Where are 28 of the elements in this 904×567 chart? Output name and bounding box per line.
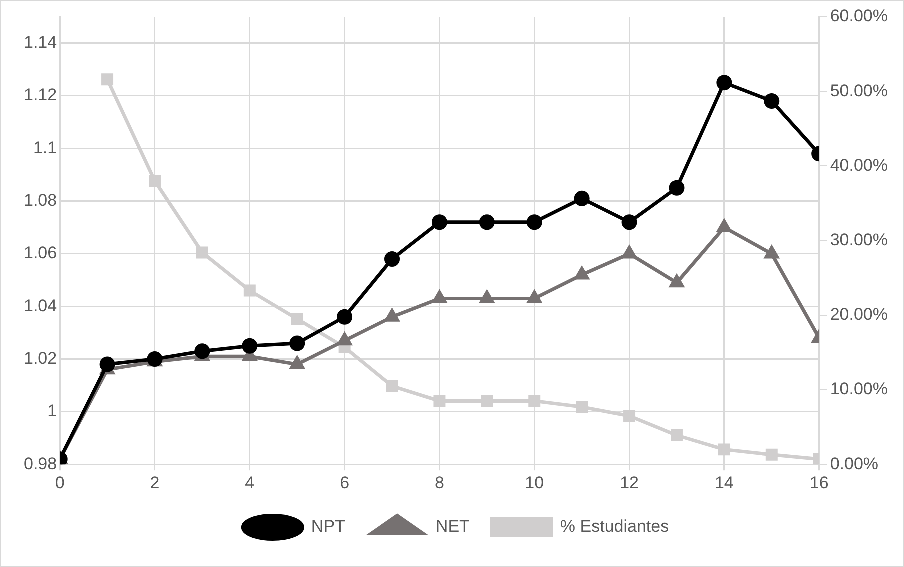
y-tick-label: 1.06 xyxy=(24,244,58,263)
y2-tick-label: 40.00% xyxy=(830,156,888,175)
legend-label: % Estudiantes xyxy=(560,517,670,536)
y-tick-label: 1.12 xyxy=(24,86,58,105)
legend-label: NET xyxy=(436,517,470,536)
y-tick-label: 1 xyxy=(48,402,58,421)
x-tick-label: 2 xyxy=(150,473,160,492)
y2-tick-label: 20.00% xyxy=(830,305,888,324)
y2-tick-label: 10.00% xyxy=(830,380,888,399)
y-tick-label: 0.98 xyxy=(24,454,58,474)
y2-tick-label: 50.00% xyxy=(830,81,888,100)
y-tick-label: 1.02 xyxy=(24,348,58,368)
x-tick-label: 8 xyxy=(434,473,444,492)
y-tick-label: 1.04 xyxy=(24,296,58,316)
x-tick-label: 14 xyxy=(714,473,734,492)
y2-tick-label: 0.00% xyxy=(830,454,879,474)
y-tick-label: 1.1 xyxy=(33,138,58,158)
x-tick-label: 4 xyxy=(245,473,255,492)
legend-label: NPT xyxy=(311,517,346,536)
y2-tick-label: 60.00% xyxy=(830,6,888,26)
y-tick-label: 1.08 xyxy=(24,190,58,210)
x-tick-label: 16 xyxy=(810,473,829,492)
x-tick-label: 12 xyxy=(620,473,639,492)
y-tick-label: 1.14 xyxy=(24,33,58,52)
x-tick-label: 0 xyxy=(55,473,65,492)
y2-tick-label: 30.00% xyxy=(830,230,888,250)
x-tick-label: 10 xyxy=(525,473,544,492)
x-tick-label: 6 xyxy=(340,473,350,492)
